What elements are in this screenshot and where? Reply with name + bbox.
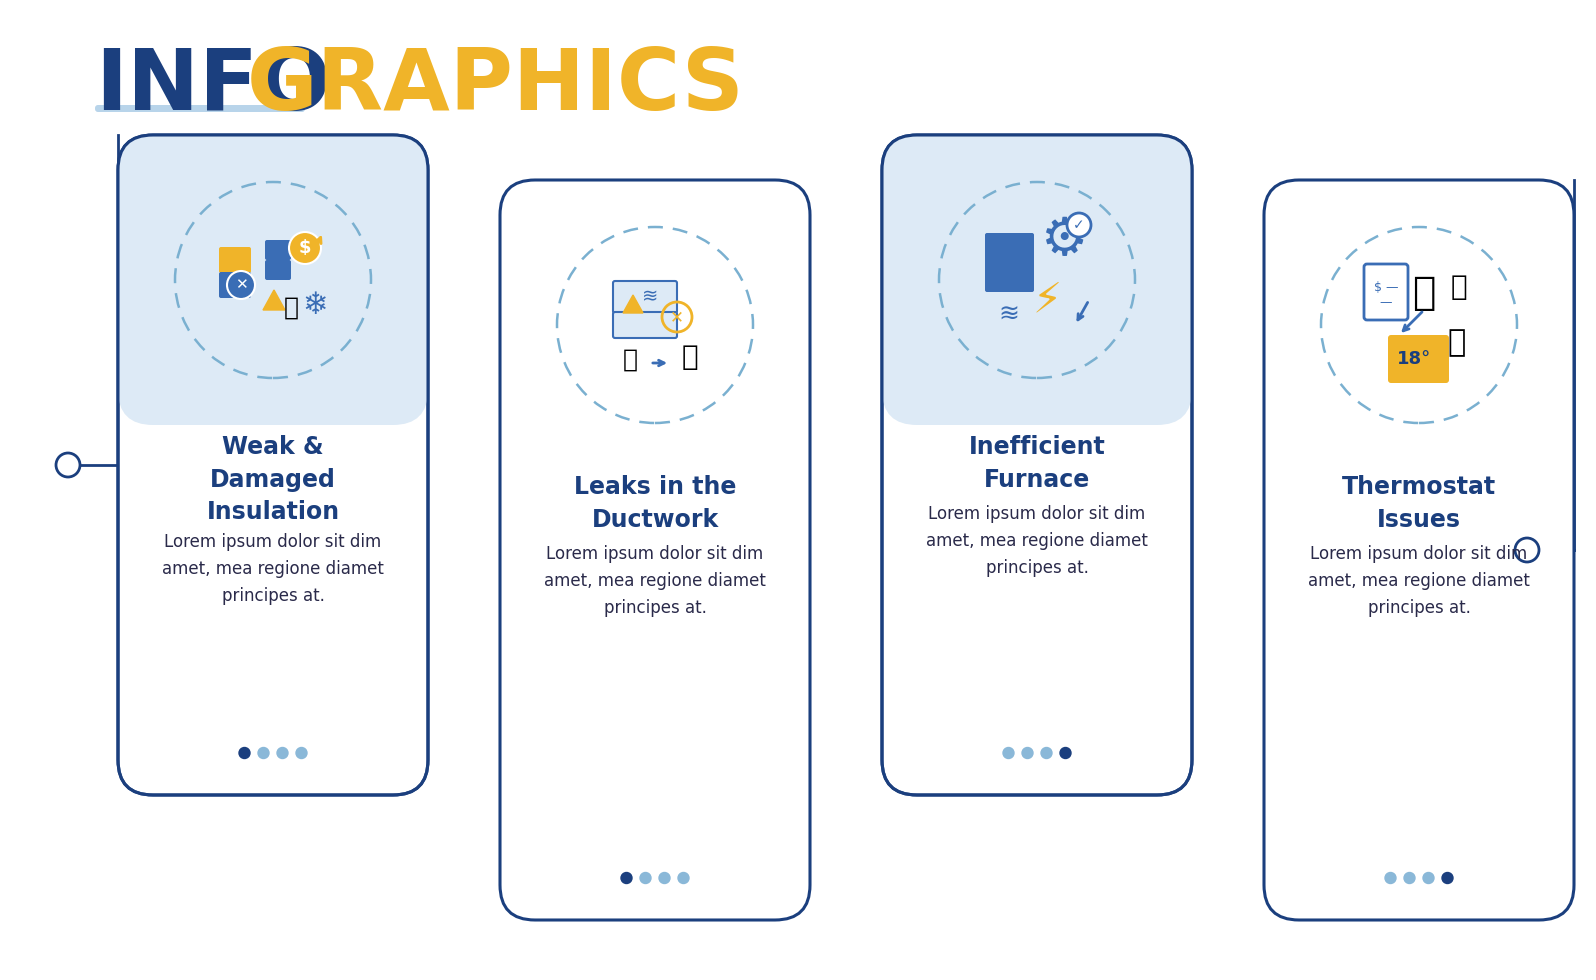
- FancyBboxPatch shape: [96, 105, 305, 112]
- Circle shape: [1041, 748, 1052, 759]
- Circle shape: [640, 872, 651, 884]
- Circle shape: [1068, 213, 1092, 237]
- Circle shape: [227, 271, 255, 299]
- FancyBboxPatch shape: [1365, 264, 1408, 320]
- Circle shape: [56, 453, 80, 477]
- Text: 👂: 👂: [681, 343, 699, 371]
- Text: Thermostat
Issues: Thermostat Issues: [1342, 475, 1495, 531]
- Text: 🌡: 🌡: [1412, 274, 1436, 312]
- Circle shape: [1424, 872, 1433, 884]
- Text: Lorem ipsum dolor sit dim
amet, mea regione diamet
principes at.: Lorem ipsum dolor sit dim amet, mea regi…: [544, 545, 766, 617]
- Text: $: $: [298, 239, 311, 257]
- Text: ≋: ≋: [642, 287, 658, 307]
- Circle shape: [278, 748, 287, 759]
- Circle shape: [1385, 872, 1396, 884]
- FancyBboxPatch shape: [118, 135, 428, 795]
- Circle shape: [621, 872, 632, 884]
- FancyBboxPatch shape: [613, 312, 677, 338]
- Text: Weak &
Damaged
Insulation: Weak & Damaged Insulation: [206, 435, 340, 524]
- FancyBboxPatch shape: [265, 240, 290, 260]
- Circle shape: [239, 748, 251, 759]
- Polygon shape: [263, 290, 286, 310]
- Circle shape: [1515, 538, 1539, 562]
- Circle shape: [289, 232, 321, 264]
- FancyBboxPatch shape: [613, 281, 677, 313]
- Circle shape: [659, 872, 670, 884]
- Circle shape: [1060, 748, 1071, 759]
- Circle shape: [1021, 748, 1033, 759]
- Text: Leaks in the
Ductwork: Leaks in the Ductwork: [575, 475, 736, 531]
- Text: ⚡: ⚡: [1033, 279, 1061, 321]
- Text: 18°: 18°: [1396, 350, 1432, 368]
- Text: ≋: ≋: [999, 303, 1020, 327]
- FancyBboxPatch shape: [883, 135, 1192, 425]
- Text: ✓: ✓: [1073, 218, 1085, 232]
- FancyBboxPatch shape: [219, 247, 251, 273]
- Polygon shape: [622, 295, 643, 313]
- Circle shape: [259, 748, 270, 759]
- Text: Lorem ipsum dolor sit dim
amet, mea regione diamet
principes at.: Lorem ipsum dolor sit dim amet, mea regi…: [926, 505, 1148, 577]
- Text: Lorem ipsum dolor sit dim
amet, mea regione diamet
principes at.: Lorem ipsum dolor sit dim amet, mea regi…: [163, 533, 385, 606]
- Text: GRAPHICS: GRAPHICS: [247, 45, 745, 128]
- Text: 👁: 👁: [622, 348, 637, 372]
- Text: 🏠: 🏠: [1451, 273, 1467, 301]
- Circle shape: [1404, 872, 1416, 884]
- FancyBboxPatch shape: [883, 135, 1192, 795]
- Text: INFO: INFO: [96, 45, 330, 128]
- Text: ✕: ✕: [235, 277, 247, 292]
- Text: $ —
—: $ — —: [1374, 281, 1398, 309]
- Circle shape: [295, 748, 306, 759]
- FancyBboxPatch shape: [219, 272, 251, 298]
- Text: 🌡: 🌡: [284, 296, 298, 320]
- Text: ❄: ❄: [302, 290, 327, 319]
- Text: ⚙: ⚙: [1041, 214, 1088, 266]
- FancyBboxPatch shape: [1264, 180, 1574, 920]
- Circle shape: [678, 872, 689, 884]
- Text: Lorem ipsum dolor sit dim
amet, mea regione diamet
principes at.: Lorem ipsum dolor sit dim amet, mea regi…: [1309, 545, 1531, 617]
- Text: ✕: ✕: [670, 308, 685, 326]
- FancyBboxPatch shape: [118, 135, 428, 425]
- FancyBboxPatch shape: [500, 180, 811, 920]
- Circle shape: [1002, 748, 1013, 759]
- Text: 👆: 👆: [1448, 328, 1467, 358]
- Text: Inefficient
Furnace: Inefficient Furnace: [969, 435, 1106, 492]
- FancyBboxPatch shape: [985, 233, 1034, 292]
- Circle shape: [1443, 872, 1452, 884]
- FancyBboxPatch shape: [265, 260, 290, 280]
- FancyBboxPatch shape: [1389, 335, 1449, 383]
